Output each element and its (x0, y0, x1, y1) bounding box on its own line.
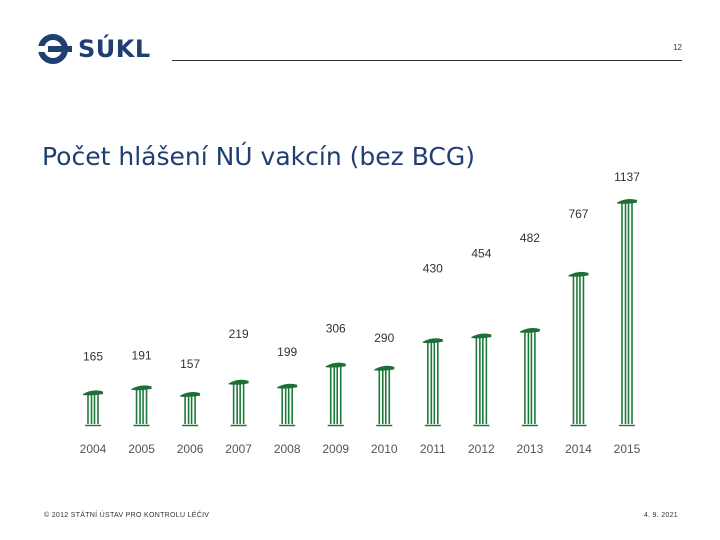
category-label-2011: 2011 (420, 442, 446, 456)
data-label-2007: 219 (229, 327, 249, 341)
bar-body (232, 381, 246, 425)
data-label-2005: 191 (132, 348, 152, 362)
bar-body (280, 385, 294, 425)
data-label-2008: 199 (277, 345, 297, 359)
data-label-2013: 482 (520, 231, 540, 245)
bar-body (426, 340, 440, 425)
page-number: 12 (673, 43, 682, 52)
bar-2011 (422, 338, 443, 427)
bar-2009 (325, 362, 346, 427)
category-label-2015: 2015 (614, 442, 641, 456)
category-label-2006: 2006 (177, 442, 204, 456)
sukl-logo-icon (38, 34, 72, 64)
data-label-2009: 306 (326, 322, 346, 336)
bar-body (620, 201, 634, 425)
header-divider (172, 60, 682, 61)
data-label-2006: 157 (180, 357, 200, 371)
bar-2005 (131, 385, 152, 427)
data-label-2010: 290 (374, 331, 394, 345)
bar-2014 (568, 271, 589, 427)
bar-cap (83, 390, 103, 396)
bar-2013 (519, 327, 540, 427)
bar-cap (180, 392, 201, 397)
bar-cap (131, 385, 152, 391)
data-label-2015: 1137 (614, 170, 640, 184)
slide-title: Počet hlášení NÚ vakcín (bez BCG) (42, 142, 475, 171)
bar-body (135, 387, 149, 425)
data-label-2004: 165 (83, 349, 103, 363)
sukl-logo: SÚKL (38, 34, 151, 64)
bar-body (329, 364, 343, 425)
logo-text: SÚKL (78, 35, 151, 63)
category-label-2014: 2014 (565, 442, 592, 456)
bar-cap (325, 362, 346, 368)
category-label-2012: 2012 (468, 442, 495, 456)
bar-body (183, 394, 197, 425)
bar-body (474, 335, 488, 425)
bar-cap (374, 365, 395, 371)
bar-2004 (83, 390, 103, 427)
bar-2008 (277, 383, 298, 427)
bar-cap (277, 383, 298, 389)
bar-2007 (228, 379, 249, 427)
bar-2015 (617, 198, 637, 427)
bar-2006 (180, 392, 201, 427)
category-label-2008: 2008 (274, 442, 301, 456)
bar-cap (228, 379, 249, 385)
data-label-2011: 430 (423, 261, 443, 275)
bar-cap (568, 271, 589, 277)
bar-body (86, 392, 100, 425)
category-label-2009: 2009 (322, 442, 349, 456)
bar-body (523, 330, 537, 425)
category-label-2013: 2013 (517, 442, 544, 456)
bar-2010 (374, 365, 395, 427)
data-label-2014: 767 (568, 207, 588, 221)
footer-date: 4. 9. 2021 (643, 512, 678, 519)
bar-cap (471, 333, 492, 339)
data-label-2012: 454 (471, 247, 491, 261)
category-label-2005: 2005 (128, 442, 155, 456)
bar-2012 (471, 333, 492, 427)
category-label-2007: 2007 (225, 442, 252, 456)
footer-copyright: © 2012 STÁTNÍ ÚSTAV PRO KONTROLU LÉČIV (44, 512, 210, 519)
bar-cap (519, 327, 540, 333)
bar-body (571, 273, 585, 425)
category-label-2010: 2010 (371, 442, 398, 456)
bar-cap (617, 198, 637, 204)
bar-cap (422, 338, 443, 344)
bar-body (377, 367, 391, 425)
category-label-2004: 2004 (80, 442, 107, 456)
